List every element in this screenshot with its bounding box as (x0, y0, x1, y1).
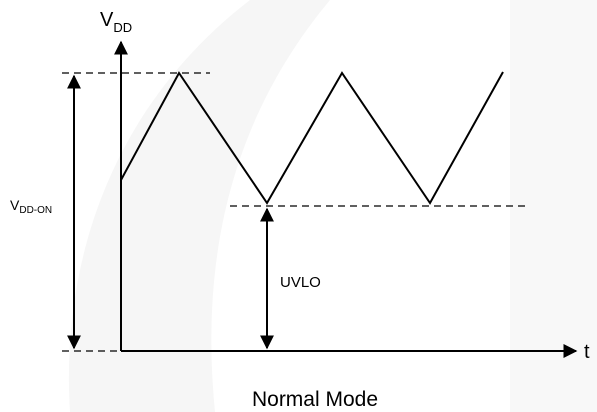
y-label-main: V (100, 9, 114, 31)
x-axis-label: t (584, 341, 590, 363)
caption: Normal Mode (252, 388, 378, 411)
background-shape (510, 0, 597, 412)
vdd-on-main: V (10, 197, 20, 213)
y-label-sub: DD (113, 20, 132, 35)
waveform (120, 71, 504, 205)
uvlo-label: UVLO (280, 274, 321, 291)
y-axis-label: VDD (100, 9, 132, 35)
vdd-on-label: VDD-ON (10, 197, 52, 216)
background-shape (68, 0, 330, 412)
vdd-on-sub: DD-ON (19, 205, 52, 216)
